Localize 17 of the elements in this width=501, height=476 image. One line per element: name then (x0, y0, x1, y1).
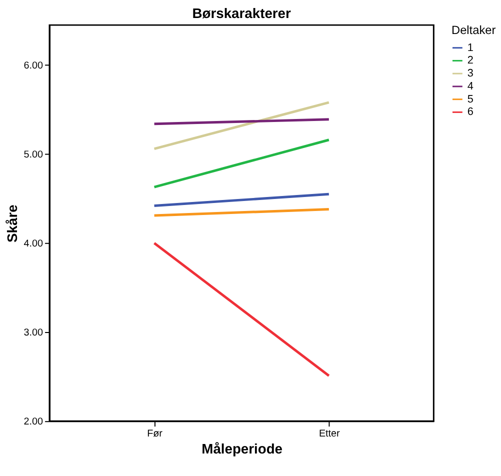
legend-label: 4 (467, 80, 474, 92)
y-tick-label: 3.00 (24, 328, 44, 339)
y-tick-label: 5.00 (24, 150, 44, 161)
chart-title: Børskarakterer (192, 5, 292, 22)
legend-label: 6 (467, 106, 474, 118)
legend-label: 5 (467, 93, 474, 106)
legend-label: 3 (467, 68, 474, 80)
legend-title: Deltaker (451, 22, 496, 37)
x-axis-title: Måleperiode (202, 440, 283, 456)
x-tick-label: Etter (318, 428, 341, 440)
y-tick-label: 4.00 (24, 238, 44, 250)
y-tick-label: 2.00 (24, 416, 44, 428)
y-tick-label: 6.00 (24, 60, 44, 72)
y-axis-title: Skåre (4, 204, 20, 242)
legend-label: 1 (467, 42, 474, 54)
legend-label: 2 (467, 54, 474, 67)
x-tick-label: Før (147, 428, 164, 440)
